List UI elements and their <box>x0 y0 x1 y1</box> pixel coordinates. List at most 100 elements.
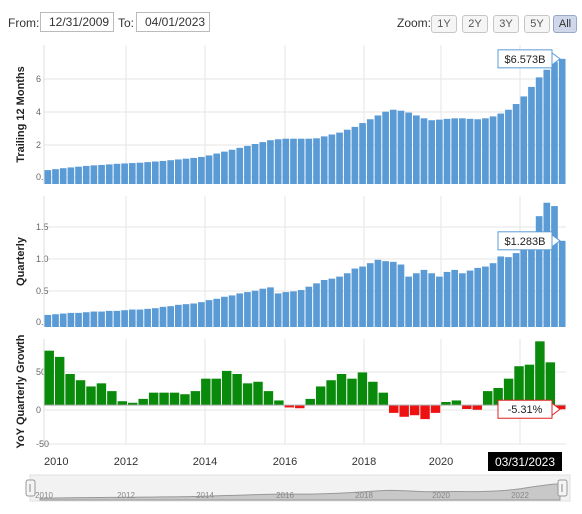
data-bar[interactable] <box>144 308 151 327</box>
data-bar[interactable] <box>136 162 144 184</box>
data-bar[interactable] <box>251 290 259 327</box>
data-bar[interactable] <box>159 160 167 184</box>
data-bar[interactable] <box>357 372 368 406</box>
data-bar[interactable] <box>52 169 59 184</box>
data-bar[interactable] <box>528 239 535 327</box>
data-bar[interactable] <box>512 253 520 327</box>
data-bar[interactable] <box>328 278 336 327</box>
data-bar[interactable] <box>343 129 351 184</box>
data-bar[interactable] <box>535 341 545 406</box>
data-bar[interactable] <box>409 405 420 416</box>
data-bar[interactable] <box>159 306 167 327</box>
data-bar[interactable] <box>244 145 251 184</box>
data-bar[interactable] <box>221 151 228 184</box>
data-bar[interactable] <box>535 77 543 184</box>
data-bar[interactable] <box>524 364 535 406</box>
data-bar[interactable] <box>466 270 474 327</box>
data-bar[interactable] <box>90 165 98 184</box>
data-bar[interactable] <box>259 288 267 327</box>
data-bar[interactable] <box>44 350 54 406</box>
zoom-2y-button[interactable]: 2Y <box>462 15 488 33</box>
data-bar[interactable] <box>343 273 351 327</box>
data-bar[interactable] <box>175 159 182 184</box>
data-bar[interactable] <box>128 163 136 184</box>
data-bar[interactable] <box>482 266 489 327</box>
data-bar[interactable] <box>459 273 466 327</box>
data-bar[interactable] <box>190 303 198 327</box>
data-bar[interactable] <box>190 391 201 406</box>
data-bar[interactable] <box>201 378 211 406</box>
data-bar[interactable] <box>489 263 497 327</box>
data-bar[interactable] <box>474 267 482 327</box>
data-bar[interactable] <box>543 202 551 327</box>
data-bar[interactable] <box>232 374 242 406</box>
data-bar[interactable] <box>436 276 443 327</box>
data-bar[interactable] <box>59 168 67 184</box>
data-bar[interactable] <box>236 293 244 327</box>
data-bar[interactable] <box>366 119 374 184</box>
zoom-all-button[interactable]: All <box>553 15 577 33</box>
data-bar[interactable] <box>326 380 336 406</box>
data-bar[interactable] <box>520 96 528 184</box>
data-bar[interactable] <box>297 138 305 184</box>
data-bar[interactable] <box>205 300 213 327</box>
data-bar[interactable] <box>482 391 493 406</box>
data-bar[interactable] <box>253 381 263 406</box>
data-bar[interactable] <box>282 138 290 184</box>
data-bar[interactable] <box>466 118 474 184</box>
data-bar[interactable] <box>96 383 107 406</box>
data-bar[interactable] <box>221 370 232 406</box>
data-bar[interactable] <box>320 279 328 327</box>
data-bar[interactable] <box>274 400 284 406</box>
data-bar[interactable] <box>242 383 253 406</box>
data-bar[interactable] <box>221 296 228 327</box>
data-bar[interactable] <box>159 392 169 406</box>
data-bar[interactable] <box>505 109 512 184</box>
data-bar[interactable] <box>54 356 65 406</box>
data-bar[interactable] <box>65 374 75 406</box>
data-bar[interactable] <box>320 136 328 184</box>
data-bar[interactable] <box>105 310 113 327</box>
data-bar[interactable] <box>441 402 451 406</box>
data-bar[interactable] <box>451 118 459 184</box>
data-bar[interactable] <box>267 287 274 327</box>
data-bar[interactable] <box>59 313 67 327</box>
data-bar[interactable] <box>228 149 236 184</box>
data-bar[interactable] <box>351 268 359 327</box>
data-bar[interactable] <box>520 246 528 327</box>
data-bar[interactable] <box>167 160 174 184</box>
data-bar[interactable] <box>211 378 221 406</box>
data-bar[interactable] <box>389 109 397 184</box>
data-bar[interactable] <box>198 156 205 184</box>
data-bar[interactable] <box>420 405 430 420</box>
data-bar[interactable] <box>52 314 59 327</box>
data-bar[interactable] <box>359 266 366 327</box>
data-bar[interactable] <box>98 311 105 327</box>
data-bar[interactable] <box>290 138 297 184</box>
data-bar[interactable] <box>430 405 441 413</box>
data-bar[interactable] <box>347 378 357 406</box>
data-bar[interactable] <box>290 291 297 327</box>
data-bar[interactable] <box>482 118 489 184</box>
data-bar[interactable] <box>113 163 121 184</box>
data-bar[interactable] <box>389 405 399 413</box>
data-bar[interactable] <box>121 163 128 184</box>
data-bar[interactable] <box>451 400 462 406</box>
data-bar[interactable] <box>86 386 96 406</box>
data-bar[interactable] <box>428 120 435 184</box>
data-bar[interactable] <box>107 391 117 406</box>
data-bar[interactable] <box>282 292 290 327</box>
data-bar[interactable] <box>148 392 159 406</box>
data-bar[interactable] <box>213 153 221 184</box>
data-bar[interactable] <box>514 366 524 406</box>
data-bar[interactable] <box>462 405 472 409</box>
data-bar[interactable] <box>128 402 138 406</box>
data-bar[interactable] <box>551 62 558 184</box>
data-bar[interactable] <box>82 312 90 327</box>
data-bar[interactable] <box>328 134 336 184</box>
data-bar[interactable] <box>443 118 451 184</box>
data-bar[interactable] <box>451 269 459 327</box>
data-bar[interactable] <box>182 304 190 327</box>
data-bar[interactable] <box>503 378 514 406</box>
data-bar[interactable] <box>493 388 503 406</box>
